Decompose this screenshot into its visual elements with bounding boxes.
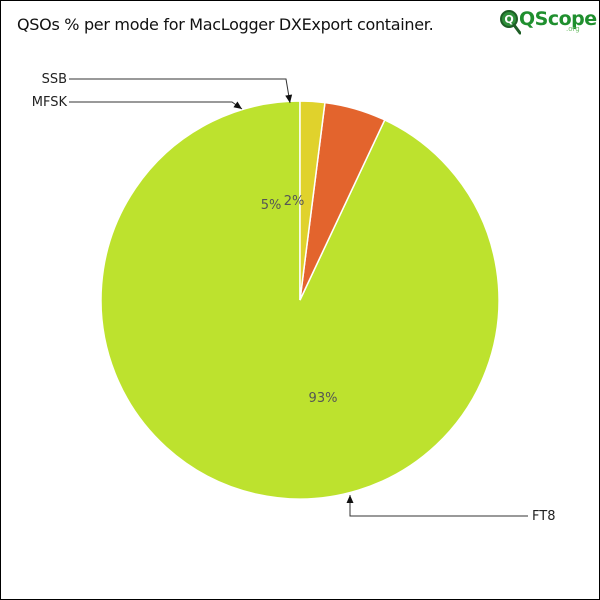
qscope-logo: Q QScope .org [499,7,597,37]
callout-label-mfsk: MFSK [32,95,68,110]
callout-arrow-ssb [285,94,293,103]
chart-title: QSOs % per mode for MacLogger DXExport c… [17,15,434,34]
slice-callouts: FT8 MFSK SSB [32,72,556,524]
slice-percent-mfsk: 5% [261,198,282,213]
slice-percent-ft8: 93% [309,391,338,406]
pie-slices [100,100,500,500]
slice-percent-labels: 93% 5% 2% [261,194,338,406]
callout-line-mfsk [69,101,243,110]
svg-text:Q: Q [504,13,513,26]
logo-text: QScope [519,8,597,30]
magnifier-icon: Q [500,10,521,35]
callout-arrow-mfsk [233,101,242,109]
callout-arrow-ft8 [346,495,354,503]
pie-slice-ssb [299,100,326,301]
slice-percent-ssb: 2% [284,194,305,209]
callout-line-ssb [69,78,291,104]
callout-label-ssb: SSB [42,72,67,87]
logo-suffix: .org [566,25,580,33]
callout-label-ft8: FT8 [532,509,555,524]
callout-line-ft8 [349,495,528,517]
